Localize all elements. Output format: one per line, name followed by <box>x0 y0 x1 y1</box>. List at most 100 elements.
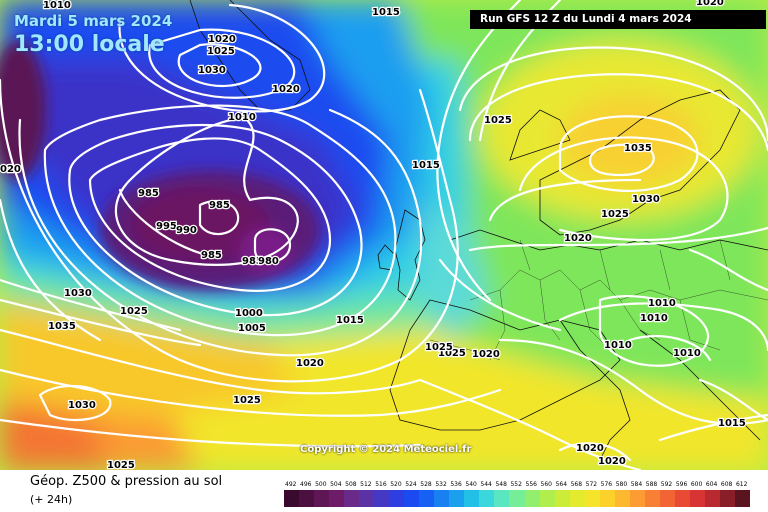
colorbar-tick-label: 536 <box>450 481 462 488</box>
isobar-label: 1000 <box>235 308 263 319</box>
colorbar-tick-label: 600 <box>690 481 703 488</box>
colorbar <box>284 490 751 507</box>
colorbar-swatch <box>374 490 390 507</box>
colorbar-swatch <box>434 490 450 507</box>
colorbar-tick-label: 564 <box>555 481 568 488</box>
colorbar-swatch <box>509 490 525 507</box>
colorbar-tick-label: 504 <box>330 481 342 488</box>
colorbar-tick-label: 512 <box>360 481 372 488</box>
colorbar-tick-label: 508 <box>345 481 357 488</box>
colorbar-tick-label: 544 <box>480 481 492 488</box>
isobar-label: 1010 <box>673 348 701 359</box>
isobar-label: 1020 <box>472 349 500 360</box>
isobar-label: 1025 <box>107 460 135 470</box>
isobar-label: 1010 <box>640 313 668 324</box>
isobar-label: 1005 <box>238 323 266 334</box>
isobar-label: 1020 <box>696 0 724 8</box>
geopotential-map: 1010 1015 1020 1025 1030 1020 1010 020 9… <box>0 0 768 470</box>
colorbar-swatch <box>344 490 360 507</box>
colorbar-swatch <box>614 490 631 507</box>
colorbar-tick-label: 500 <box>315 481 327 488</box>
isobar-label: 1020 <box>598 456 626 467</box>
isobar-label: 1010 <box>43 0 71 11</box>
field-orange-deep <box>0 400 110 470</box>
isobar-label: 1035 <box>48 321 76 332</box>
isobar-label: 1030 <box>68 400 96 411</box>
isobar-label: 1025 <box>601 209 629 220</box>
colorbar-swatch <box>734 490 751 507</box>
colorbar-swatch <box>584 490 601 507</box>
colorbar-tick-label: 588 <box>645 481 658 488</box>
isobar-label: 1010 <box>604 340 632 351</box>
colorbar-tick-label: 604 <box>705 481 718 488</box>
colorbar-swatch <box>719 490 736 507</box>
colorbar-swatch <box>389 490 405 507</box>
colorbar-tick-label: 568 <box>570 481 583 488</box>
isobar-label: 1015 <box>412 160 440 171</box>
isobar-label: 1020 <box>576 443 604 454</box>
colorbar-swatch <box>629 490 646 507</box>
isobar-label: 1025 <box>233 395 261 406</box>
isobar-label: 980 <box>258 256 279 267</box>
colorbar-tick-label: 524 <box>405 481 417 488</box>
isobar-label: 985 <box>201 250 222 261</box>
colorbar-tick-label: 612 <box>735 481 748 488</box>
copyright-notice: Copyright © 2024 Meteociel.fr <box>300 444 472 455</box>
colorbar-swatch <box>404 490 420 507</box>
colorbar-swatch <box>569 490 586 507</box>
colorbar-swatch <box>299 490 315 507</box>
colorbar-tick-label: 496 <box>300 481 312 488</box>
isobar-label: 1015 <box>372 7 400 18</box>
colorbar-tick-label: 584 <box>630 481 643 488</box>
isobar-label: 1030 <box>198 65 226 76</box>
colorbar-tick-label: 540 <box>465 481 477 488</box>
isobar-label: 1030 <box>64 288 92 299</box>
colorbar-swatch <box>554 490 571 507</box>
isobar-label: 1015 <box>336 315 364 326</box>
colorbar-swatch <box>449 490 465 507</box>
isobar-lines <box>0 0 768 470</box>
colorbar-tick-label: 592 <box>660 481 673 488</box>
forecast-date: Mardi 5 mars 2024 <box>14 12 173 30</box>
colorbar-tick-label: 576 <box>600 481 613 488</box>
colorbar-swatch <box>524 490 541 507</box>
isobar-label: 1025 <box>425 342 453 353</box>
isobar-label: 1010 <box>648 298 676 309</box>
isobar-label: 990 <box>176 225 197 236</box>
isobar-label: 1025 <box>120 306 148 317</box>
colorbar-swatch <box>284 490 300 507</box>
isobar-label: 1010 <box>228 112 256 123</box>
legend-subtitle: (+ 24h) <box>30 493 73 506</box>
field-scandinavia-core <box>560 95 700 185</box>
colorbar-swatch <box>419 490 435 507</box>
isobar-label: 985 <box>209 200 230 211</box>
isobar-label: 995 <box>156 221 177 232</box>
isobar-label: 985 <box>242 256 263 267</box>
colorbar-tick-label: 608 <box>720 481 733 488</box>
colorbar-swatch <box>314 490 330 507</box>
colorbar-swatch <box>359 490 375 507</box>
colorbar-tick-label: 572 <box>585 481 598 488</box>
isobar-label: 1025 <box>484 115 512 126</box>
isobar-label: 1030 <box>632 194 660 205</box>
isobar-label: 1025 <box>438 348 466 359</box>
colorbar-swatch <box>479 490 495 507</box>
colorbar-tick-label: 580 <box>615 481 628 488</box>
colorbar-swatch <box>704 490 721 507</box>
field-greenland-dark <box>0 40 46 180</box>
colorbar-swatch <box>644 490 661 507</box>
colorbar-tick-label: 516 <box>375 481 387 488</box>
field-channel <box>420 200 490 340</box>
isobar-label: 1035 <box>624 143 652 154</box>
isobar-label: 1020 <box>272 84 300 95</box>
colorbar-labels: 492 496 500 504 508 512 516 520 524 528 532 536 540 5… <box>284 481 750 489</box>
legend-title: Géop. Z500 & pression au sol <box>30 474 223 489</box>
colorbar-tick-label: 528 <box>420 481 432 488</box>
colorbar-swatch <box>494 490 510 507</box>
colorbar-tick-label: 556 <box>525 481 537 488</box>
colorbar-swatch <box>464 490 480 507</box>
colorbar-tick-label: 520 <box>390 481 402 488</box>
isobar-label: 020 <box>0 164 21 175</box>
isobar-label: 985 <box>138 188 159 199</box>
